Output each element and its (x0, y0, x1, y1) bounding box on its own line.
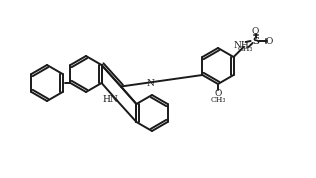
Text: N: N (147, 79, 155, 88)
Text: O: O (214, 88, 222, 98)
Text: O: O (252, 27, 259, 35)
Text: CH₃: CH₃ (210, 96, 226, 104)
Text: HN: HN (102, 95, 118, 104)
Text: CH₃: CH₃ (238, 45, 253, 53)
Text: NH: NH (234, 41, 249, 49)
Text: S: S (252, 36, 259, 46)
Text: O: O (266, 36, 273, 46)
